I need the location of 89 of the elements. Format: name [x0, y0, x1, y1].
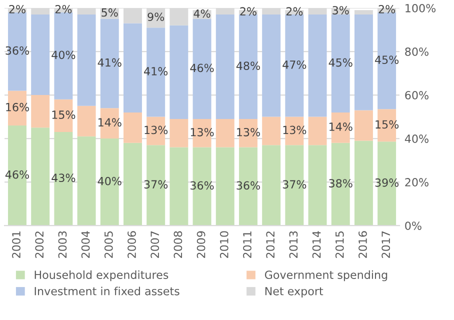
bar: [77, 14, 96, 106]
bar: [354, 14, 373, 110]
data-label: 43%: [52, 174, 76, 182]
bar: [262, 145, 281, 226]
data-label: 2%: [9, 4, 26, 14]
bar: [262, 116, 281, 146]
data-label: 13%: [283, 126, 306, 134]
data-label: 36%: [236, 181, 260, 190]
bar: [31, 95, 50, 128]
x-tick-label: 2002: [35, 232, 44, 258]
y-tick-label: 40%: [404, 134, 428, 143]
data-label: 48%: [236, 62, 260, 70]
bar: [308, 145, 327, 226]
data-label: 4%: [194, 9, 210, 18]
data-label: 15%: [376, 120, 399, 129]
bar: [378, 109, 396, 142]
x-tick-label: 2004: [81, 231, 90, 258]
data-label: 41%: [144, 67, 168, 76]
data-label: 46%: [5, 170, 29, 179]
data-label: 38%: [329, 179, 352, 188]
x-tick-label: 2008: [174, 231, 182, 258]
legend-label: Household expenditures: [34, 270, 168, 282]
legend-label: Net export: [265, 287, 324, 298]
bar: [123, 23, 142, 112]
data-label: 5%: [102, 8, 118, 17]
data-label: 13%: [144, 126, 168, 134]
data-label: 2%: [240, 7, 256, 16]
data-label: 45%: [328, 58, 352, 67]
bar: [77, 136, 96, 226]
data-label: 36%: [190, 181, 214, 190]
x-tick-label: 2001: [12, 231, 20, 258]
bar: [31, 14, 50, 96]
x-tick-label: 2005: [104, 231, 113, 258]
bar: [170, 118, 188, 148]
bar: [31, 128, 50, 226]
x-tick-label: 2011: [243, 231, 252, 258]
x-tick-label: 2006: [128, 231, 136, 258]
bar: [170, 147, 188, 226]
x-tick-label: 2003: [58, 231, 67, 258]
data-label: 16%: [6, 102, 29, 112]
data-label: 37%: [282, 180, 306, 189]
data-label: 37%: [144, 180, 168, 189]
data-label: 45%: [375, 56, 399, 64]
data-label: 13%: [237, 128, 260, 136]
data-label: 3%: [332, 6, 349, 14]
x-tick-label: 2017: [382, 231, 390, 258]
bar: [308, 14, 327, 117]
y-tick-label: 0%: [405, 222, 422, 230]
bar: [216, 118, 234, 148]
y-tick-label: 100%: [406, 4, 436, 12]
data-label: 40%: [52, 50, 76, 60]
data-label: 2%: [286, 7, 303, 16]
data-label: 15%: [52, 110, 76, 119]
data-label: 40%: [98, 176, 122, 186]
bar: [123, 112, 142, 143]
bar: [146, 116, 166, 146]
data-label: 46%: [190, 64, 214, 72]
bar: [216, 14, 234, 119]
data-label: 13%: [190, 128, 214, 136]
x-tick-label: 2007: [150, 231, 160, 258]
data-label: 2%: [378, 4, 396, 14]
data-label: 14%: [329, 122, 352, 131]
x-tick-label: 2015: [335, 231, 344, 258]
x-tick-label: 2014: [312, 231, 321, 258]
legend-label: Investment in fixed assets: [34, 286, 180, 296]
bar: [170, 25, 188, 119]
x-tick-label: 2009: [196, 231, 206, 258]
data-label: 41%: [98, 58, 122, 67]
legend-label: Government spending: [264, 270, 388, 282]
data-label: 14%: [98, 118, 122, 127]
y-tick-label: 20%: [405, 178, 428, 186]
y-tick-label: 60%: [405, 91, 428, 100]
bar: [354, 140, 373, 226]
x-tick-label: 2013: [289, 231, 298, 258]
data-label: 9%: [148, 12, 164, 22]
bar: [216, 147, 234, 226]
x-tick-label: 2010: [220, 231, 228, 258]
bar: [77, 106, 96, 136]
y-tick-label: 80%: [405, 47, 428, 56]
bar: [308, 116, 327, 146]
x-tick-label: 2016: [358, 231, 367, 258]
data-label: 39%: [375, 178, 399, 187]
data-label: 36%: [6, 46, 29, 55]
bar: [262, 14, 281, 117]
x-tick-label: 2012: [266, 232, 275, 258]
data-label: 2%: [55, 4, 72, 14]
bar: [354, 110, 373, 141]
data-label: 47%: [282, 60, 306, 69]
bar: [123, 142, 142, 226]
